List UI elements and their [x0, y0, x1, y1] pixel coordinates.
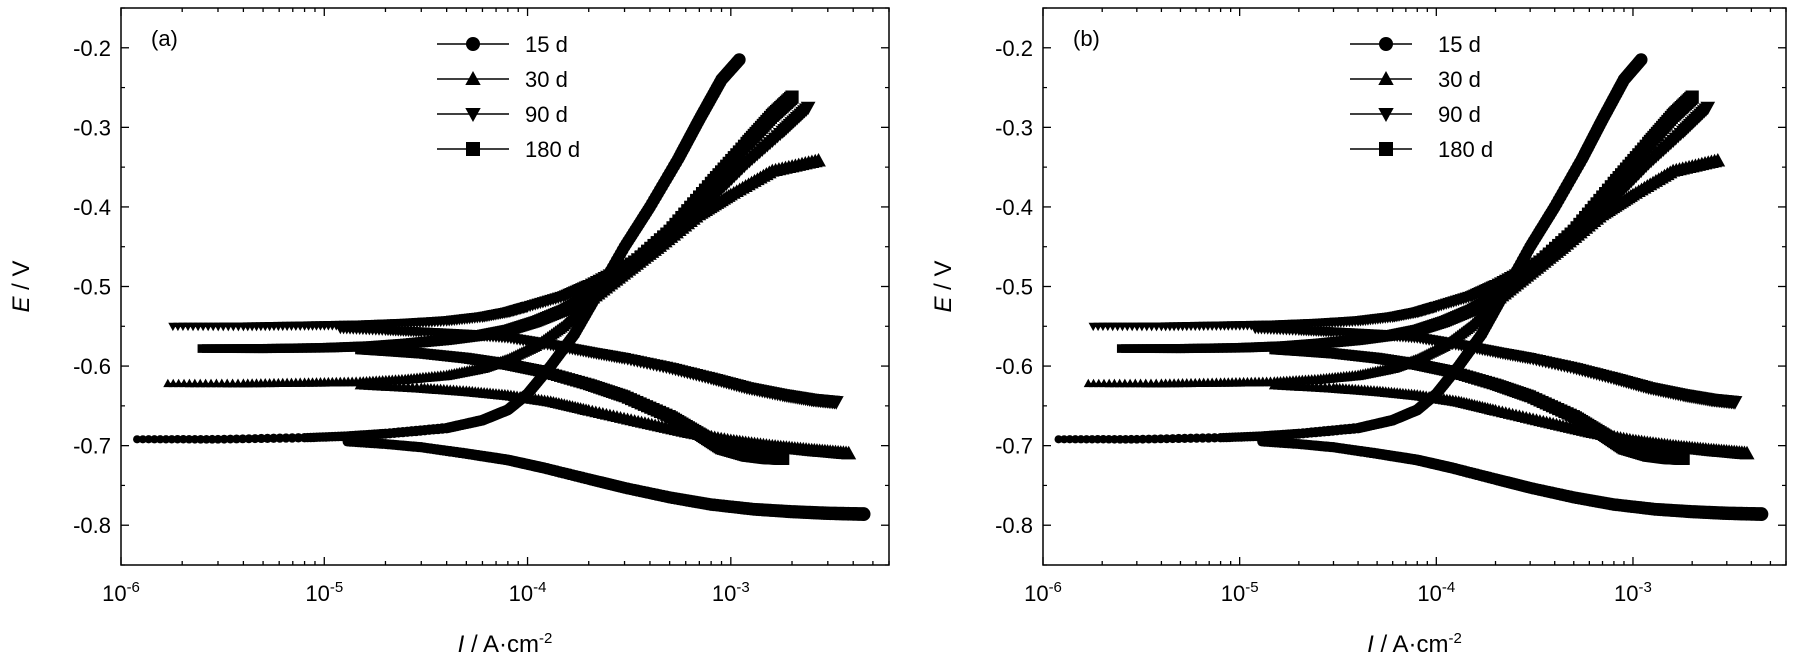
x-tick-label: 10-4 — [1417, 579, 1455, 606]
y-tick-label: -0.2 — [73, 36, 111, 61]
legend-item: 90 d — [437, 102, 568, 127]
legend-label: 90 d — [1438, 102, 1481, 127]
legend-label: 30 d — [525, 67, 568, 92]
series-3 — [197, 90, 799, 465]
x-tick-label: 10-5 — [1221, 579, 1259, 606]
series-0-anodic-point — [144, 435, 153, 444]
legend-marker — [1378, 108, 1394, 123]
legend-marker — [466, 37, 480, 51]
series-2-anodic-point — [1700, 101, 1716, 116]
series-3-anodic-point — [206, 344, 215, 353]
series-1-cathodic-point — [1739, 445, 1755, 460]
series-0-anodic-point — [138, 435, 147, 444]
series-2-anodic-point — [800, 101, 816, 116]
x-tick-label: 10-6 — [102, 579, 140, 606]
series-0-anodic-point — [213, 434, 223, 444]
legend-marker — [465, 108, 481, 123]
x-tick-label: 10-5 — [305, 579, 343, 606]
x-tick-label: 10-3 — [1614, 579, 1652, 606]
legend-item: 30 d — [437, 67, 568, 92]
series-0-anodic-point — [156, 435, 165, 444]
y-tick-label: -0.5 — [73, 275, 111, 300]
series-0-anodic-point — [732, 53, 746, 67]
series-2-cathodic-point — [1727, 396, 1743, 410]
x-tick-label: 10-4 — [509, 579, 547, 606]
x-axis-label: I / A·cm-2 — [458, 630, 553, 658]
legend-label: 180 d — [1438, 137, 1493, 162]
series-3-anodic-point — [785, 90, 799, 104]
legend-marker — [1379, 142, 1393, 156]
chart-panel-0: 10-6 10-5 10-4 10-3 -0.8 -0.7 -0.6 -0.5 -0.4 -0.3… — [8, 7, 890, 658]
series-0 — [1054, 53, 1769, 521]
series-3-anodic-point — [197, 344, 207, 353]
series-2-anodic-line — [1093, 106, 1709, 328]
series-1-anodic-point — [811, 153, 826, 167]
series-0-anodic-point — [1634, 53, 1648, 67]
series-3-anodic-point — [1685, 90, 1699, 104]
y-tick-label: -0.7 — [73, 434, 111, 459]
legend-item: 180 d — [437, 137, 580, 162]
y-tick-label: -0.4 — [995, 195, 1033, 220]
y-tick-label: -0.5 — [995, 275, 1033, 300]
y-tick-label: -0.3 — [995, 115, 1033, 140]
legend: 15 d 30 d 90 d 180 d — [437, 32, 580, 162]
plot-frame — [1042, 7, 1787, 566]
x-tick-label: 10-3 — [712, 579, 750, 606]
legend-label: 15 d — [1438, 32, 1481, 57]
series-2-anodic-line — [172, 106, 809, 328]
chart-panel-1: 10-6 10-5 10-4 10-3 -0.8 -0.7 -0.6 -0.5 -0.4 -0.3… — [930, 7, 1787, 658]
series-3-cathodic-point — [1676, 451, 1690, 465]
series-3-cathodic-point — [776, 451, 790, 465]
panel-label: (a) — [151, 26, 178, 51]
y-axis-label: E / V — [8, 260, 35, 312]
legend: 15 d 30 d 90 d 180 d — [1350, 32, 1493, 162]
y-tick-label: -0.3 — [73, 115, 111, 140]
series-3-anodic-point — [201, 344, 211, 353]
x-tick-label: 10-6 — [1024, 579, 1062, 606]
legend-label: 180 d — [525, 137, 580, 162]
series-0-anodic-point — [1054, 435, 1063, 444]
series-3 — [1116, 90, 1699, 465]
legend-marker — [466, 142, 480, 156]
series-0-anodic-point — [167, 435, 176, 444]
series-1-anodic-point — [1710, 153, 1726, 167]
legend-item: 15 d — [1350, 32, 1481, 57]
series-0-cathodic-point — [856, 507, 871, 521]
series-0-anodic-point — [225, 434, 235, 444]
series-0-anodic-point — [150, 435, 159, 444]
y-tick-label: -0.4 — [73, 195, 111, 220]
panel-label: (b) — [1073, 26, 1100, 51]
y-tick-label: -0.2 — [995, 36, 1033, 61]
y-tick-label: -0.6 — [73, 354, 111, 379]
legend-label: 30 d — [1438, 67, 1481, 92]
legend-marker — [465, 70, 481, 85]
series-1-cathodic-point — [841, 445, 857, 460]
series-0-cathodic-point — [1754, 507, 1769, 521]
series-0-anodic-point — [161, 435, 171, 444]
x-axis-label: I / A·cm-2 — [1367, 630, 1462, 658]
legend-label: 90 d — [525, 102, 568, 127]
series-0-anodic-point — [219, 434, 229, 444]
legend-label: 15 d — [525, 32, 568, 57]
series-2-cathodic-point — [828, 396, 844, 410]
plot-frame — [120, 7, 890, 566]
series-0-anodic-point — [232, 434, 241, 444]
legend-item: 90 d — [1350, 102, 1481, 127]
y-axis-label: E / V — [930, 260, 957, 312]
legend-marker — [1379, 37, 1393, 51]
legend-item: 15 d — [437, 32, 568, 57]
series-0-anodic-point — [133, 435, 142, 444]
y-tick-label: -0.8 — [73, 513, 111, 538]
legend-marker — [1378, 70, 1394, 85]
y-tick-label: -0.7 — [995, 434, 1033, 459]
legend-item: 30 d — [1350, 67, 1481, 92]
legend-item: 180 d — [1350, 137, 1493, 162]
y-tick-label: -0.6 — [995, 354, 1033, 379]
y-tick-label: -0.8 — [995, 513, 1033, 538]
